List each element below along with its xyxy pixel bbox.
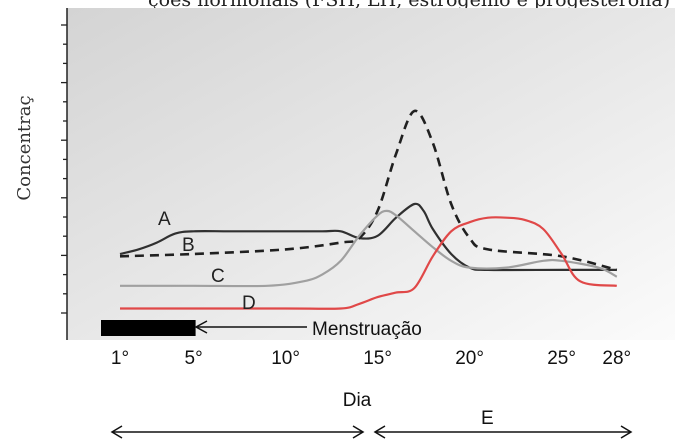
menstruation-label: Menstruação [312,319,422,340]
series-label-d: D [242,293,256,314]
x-axis-ticks: 1° 5° 10° 15° 20° 25° 28° [111,348,631,369]
x-tick-label: 28° [602,348,631,369]
phase-arrow-right [373,425,633,439]
x-tick-label: 1° [111,348,129,369]
menstruation-arrow-head [194,320,208,334]
series-line-b [119,109,618,272]
chart-title: ções hormonais (FSH, LH, estrogênio e pr… [148,0,670,11]
plot-area [67,8,675,340]
x-tick-label: 25° [547,348,576,369]
series-label-a: A [158,209,171,230]
y-axis-ticks [61,24,67,314]
y-axis-label: Concentraç [14,95,35,200]
series-line-c [120,209,618,288]
x-tick-label: 5° [185,348,203,369]
x-tick-label: 20° [455,348,484,369]
x-tick-label: 10° [271,348,300,369]
phase-label-e: E [481,408,494,429]
series-layer [119,109,618,310]
series-label-b: B [182,235,195,256]
menstruation-bar [101,320,196,336]
phase-arrow-left [110,425,365,439]
series-label-c: C [211,266,225,287]
x-axis-label: Dia [343,390,372,411]
series-line-d [120,216,617,310]
x-tick-label: 15° [363,348,392,369]
